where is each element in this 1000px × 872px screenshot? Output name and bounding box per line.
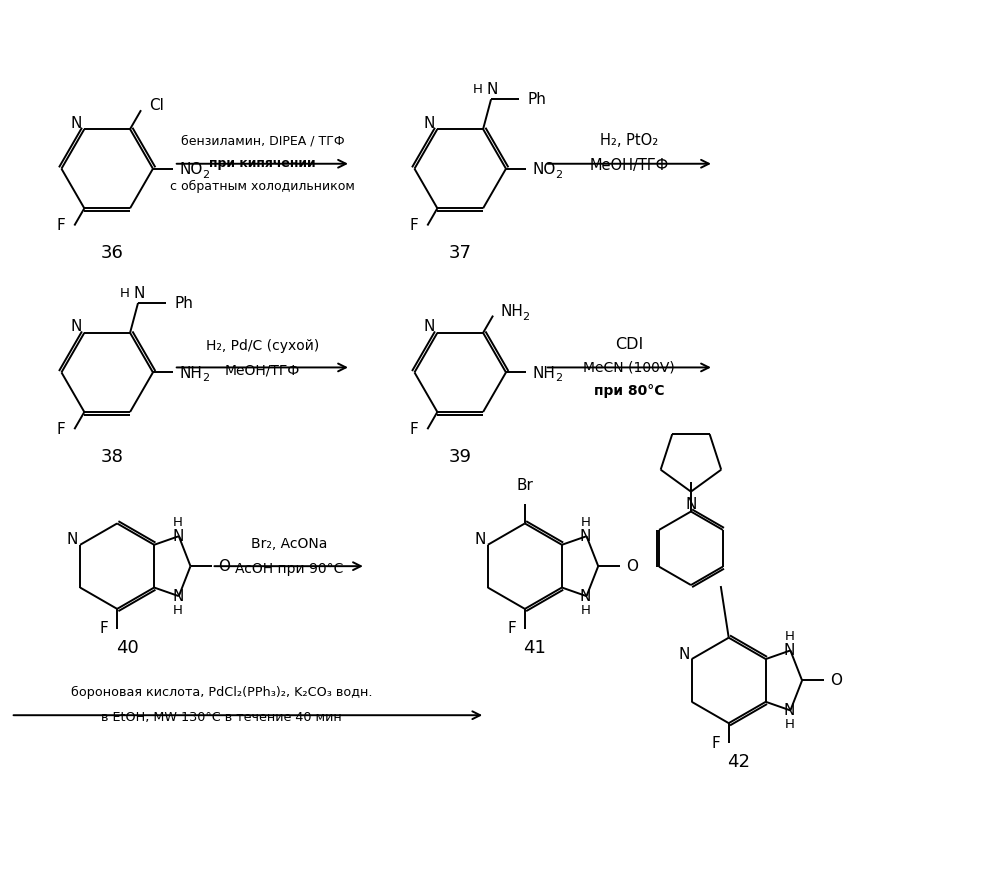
Text: N: N xyxy=(486,82,498,97)
Text: F: F xyxy=(507,621,516,637)
Text: с обратным холодильником: с обратным холодильником xyxy=(170,180,355,193)
Text: H₂, Pd/C (сухой): H₂, Pd/C (сухой) xyxy=(206,338,319,352)
Text: N: N xyxy=(580,589,591,603)
Text: Cl: Cl xyxy=(149,98,164,112)
Text: F: F xyxy=(410,422,418,437)
Text: NH: NH xyxy=(180,366,203,381)
Text: H: H xyxy=(581,603,590,617)
Text: O: O xyxy=(626,559,638,574)
Text: Br: Br xyxy=(516,478,533,494)
Text: N: N xyxy=(424,319,435,334)
Text: Ph: Ph xyxy=(527,92,546,107)
Text: F: F xyxy=(410,218,418,233)
Text: бороновая кислота, PdCl₂(PPh₃)₂, K₂CO₃ водн.: бороновая кислота, PdCl₂(PPh₃)₂, K₂CO₃ в… xyxy=(71,685,372,698)
Text: N: N xyxy=(678,647,689,662)
Text: N: N xyxy=(474,532,486,548)
Text: 36: 36 xyxy=(101,244,124,262)
Text: H: H xyxy=(784,630,794,643)
Text: NH: NH xyxy=(500,304,523,319)
Text: N: N xyxy=(172,528,183,543)
Text: O: O xyxy=(830,673,842,688)
Text: N: N xyxy=(784,643,795,658)
Text: N: N xyxy=(784,703,795,718)
Text: N: N xyxy=(71,116,82,131)
Text: F: F xyxy=(711,735,720,751)
Text: H: H xyxy=(473,83,483,96)
Text: N: N xyxy=(71,319,82,334)
Text: H: H xyxy=(784,718,794,731)
Text: 42: 42 xyxy=(727,753,750,771)
Text: 41: 41 xyxy=(523,638,546,657)
Text: Ph: Ph xyxy=(174,296,193,310)
Text: NH: NH xyxy=(533,366,556,381)
Text: N: N xyxy=(66,532,78,548)
Text: N: N xyxy=(685,497,697,512)
Text: 2: 2 xyxy=(202,170,209,180)
Text: F: F xyxy=(57,218,65,233)
Text: N: N xyxy=(580,528,591,543)
Text: 2: 2 xyxy=(555,170,562,180)
Text: O: O xyxy=(218,559,230,574)
Text: 2: 2 xyxy=(555,373,562,384)
Text: 38: 38 xyxy=(101,448,124,466)
Text: при 80°C: при 80°C xyxy=(594,385,665,399)
Text: при кипячении: при кипячении xyxy=(209,157,316,170)
Text: 39: 39 xyxy=(449,448,472,466)
Text: H: H xyxy=(120,287,130,300)
Text: H: H xyxy=(173,515,183,528)
Text: MeOH/ТГФ: MeOH/ТГФ xyxy=(225,364,300,378)
Text: Br₂, AcONa: Br₂, AcONa xyxy=(251,537,327,551)
Text: в EtOH, MW 130°C в течение 40 мин: в EtOH, MW 130°C в течение 40 мин xyxy=(101,711,342,724)
Text: H₂, PtO₂: H₂, PtO₂ xyxy=(600,133,658,148)
Text: 37: 37 xyxy=(449,244,472,262)
Text: F: F xyxy=(57,422,65,437)
Text: N: N xyxy=(424,116,435,131)
Text: N: N xyxy=(133,285,145,301)
Text: CDI: CDI xyxy=(615,337,643,352)
Text: N: N xyxy=(172,589,183,603)
Text: 40: 40 xyxy=(116,638,138,657)
Text: H: H xyxy=(581,515,590,528)
Text: MeCN (100V): MeCN (100V) xyxy=(583,360,675,374)
Text: H: H xyxy=(173,603,183,617)
Text: 2: 2 xyxy=(522,311,529,322)
Text: F: F xyxy=(99,621,108,637)
Text: 2: 2 xyxy=(202,373,209,384)
Text: NO: NO xyxy=(180,162,203,177)
Text: NO: NO xyxy=(533,162,556,177)
Text: MeOH/ТГФ: MeOH/ТГФ xyxy=(590,158,669,174)
Text: AcOH при 90°C: AcOH при 90°C xyxy=(235,562,343,576)
Text: бензиламин, DIPEA / ТГФ: бензиламин, DIPEA / ТГФ xyxy=(181,134,344,147)
